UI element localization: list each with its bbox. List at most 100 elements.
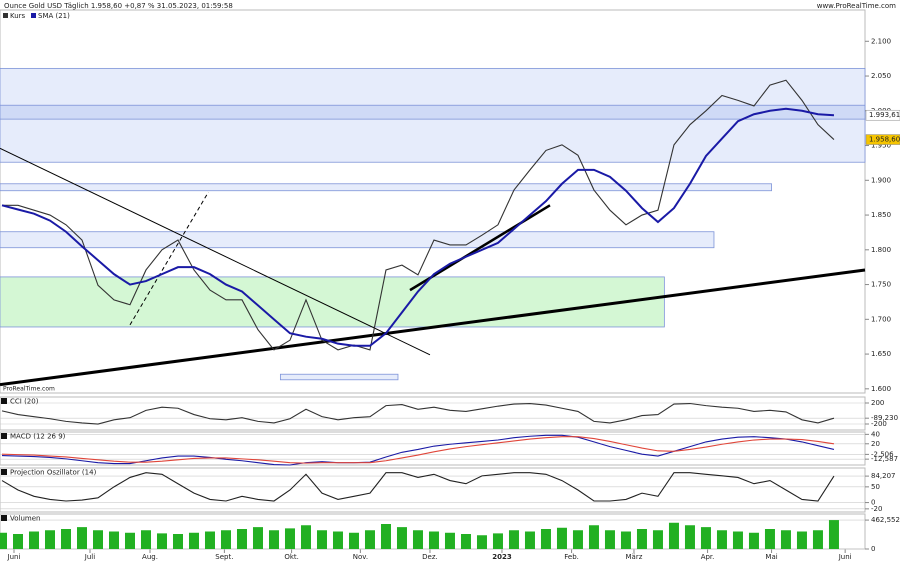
- zone: [279, 373, 399, 381]
- y-tick-label: 40: [871, 430, 880, 438]
- volume-bar: [220, 530, 231, 549]
- legend-swatch: [3, 13, 8, 18]
- volume-bar: [0, 532, 7, 549]
- x-tick-label: Mai: [765, 553, 777, 561]
- x-tick-label: Apr.: [701, 553, 715, 561]
- volume-bar: [268, 530, 279, 549]
- volume-bar: [172, 534, 183, 549]
- volume-bar: [252, 527, 263, 549]
- volume-bar: [812, 530, 823, 549]
- volume-bar: [188, 532, 199, 549]
- y-tick-label: -20: [871, 505, 882, 513]
- volume-bar: [540, 529, 551, 549]
- volume-bar: [492, 533, 503, 549]
- y-tick-label: 1.800: [871, 246, 891, 254]
- volume-bar: [12, 534, 23, 549]
- volume-bar: [300, 525, 311, 549]
- volume-bar: [396, 527, 407, 549]
- x-tick-label: Juni: [838, 553, 852, 561]
- x-tick-label: Okt.: [284, 553, 299, 561]
- y-tick-label: 50: [871, 483, 880, 491]
- x-tick-label: Juni: [7, 553, 21, 561]
- y-tick-label: 1.950: [871, 142, 891, 150]
- volume-bar: [524, 531, 535, 549]
- x-tick-label: 2023: [492, 553, 512, 561]
- y-tick-label: 84,207: [871, 472, 896, 480]
- y-tick-label: 1.700: [871, 315, 891, 323]
- volume-bar: [716, 530, 727, 549]
- panel-label: MACD (12 26 9): [10, 433, 66, 441]
- volume-bar: [428, 531, 439, 549]
- volume-bar: [748, 532, 759, 549]
- y-tick-label: 462,552: [871, 516, 900, 524]
- volume-bar: [460, 534, 471, 549]
- panel-label-box: [1, 469, 7, 475]
- volume-bar: [732, 531, 743, 549]
- volume-bar: [476, 535, 487, 549]
- panel-label: Projection Oszillator (14): [10, 469, 97, 477]
- volume-bar: [412, 530, 423, 549]
- volume-bar: [652, 530, 663, 549]
- panel-label: CCI (20): [10, 398, 39, 406]
- volume-bar: [828, 520, 839, 549]
- trendline: [0, 268, 866, 387]
- series-line: [1, 436, 835, 464]
- site: www.ProRealTime.com: [817, 2, 896, 10]
- panel: [0, 396, 866, 431]
- volume-bar: [556, 527, 567, 549]
- x-tick-label: Dez.: [422, 553, 438, 561]
- trendline: [0, 147, 431, 356]
- volume-bar: [700, 527, 711, 549]
- zone: [0, 104, 866, 120]
- volume-bar: [108, 531, 119, 549]
- legend-label: SMA (21): [38, 12, 70, 20]
- volume-bar: [780, 530, 791, 549]
- y-tick-label: 2.100: [871, 37, 891, 45]
- volume-bar: [92, 530, 103, 549]
- chart-title: Ounce Gold USD Täglich 1.958,60 +0,87 % …: [4, 2, 233, 10]
- volume-bar: [124, 532, 135, 549]
- x-tick-label: März: [626, 553, 643, 561]
- panel-label-box: [1, 515, 7, 521]
- volume-bar: [284, 528, 295, 549]
- y-tick-label: -89,230: [871, 414, 898, 422]
- volume-bar: [444, 532, 455, 549]
- watermark: ProRealTime.com: [3, 386, 55, 393]
- volume-bar: [668, 522, 679, 549]
- y-tick-label: 1.900: [871, 176, 891, 184]
- volume-bar: [636, 529, 647, 549]
- y-tick-label: 20: [871, 440, 880, 448]
- volume-bar: [684, 525, 695, 549]
- volume-bar: [604, 530, 615, 549]
- volume-bar: [156, 533, 167, 549]
- volume-bar: [204, 531, 215, 549]
- volume-bar: [572, 530, 583, 549]
- y-tick-label: 200: [871, 399, 884, 407]
- volume-bar: [236, 529, 247, 549]
- panel-label-box: [1, 398, 7, 404]
- series-line: [1, 107, 835, 347]
- price-label-box: [865, 109, 900, 121]
- volume-bar: [76, 527, 87, 549]
- trendline: [129, 191, 209, 326]
- y-tick-label: 1.650: [871, 350, 891, 358]
- y-tick-label: -2,506: [871, 450, 894, 458]
- x-tick-label: Feb.: [564, 553, 579, 561]
- legend-label: Kurs: [10, 12, 26, 20]
- zone: [0, 183, 772, 192]
- x-tick-label: Aug.: [142, 553, 158, 561]
- volume-bar: [60, 529, 71, 549]
- volume-bar: [508, 530, 519, 549]
- panel: [0, 467, 866, 513]
- volume-bar: [140, 530, 151, 549]
- volume-bar: [620, 531, 631, 549]
- price-label-box: [865, 134, 900, 145]
- series-line: [1, 472, 835, 502]
- volume-bar: [28, 531, 39, 549]
- y-tick-label: 1.750: [871, 281, 891, 289]
- volume-bar: [588, 525, 599, 549]
- volume-bar: [44, 530, 55, 549]
- volume-bar: [332, 531, 343, 549]
- y-tick-label: 0: [871, 499, 875, 507]
